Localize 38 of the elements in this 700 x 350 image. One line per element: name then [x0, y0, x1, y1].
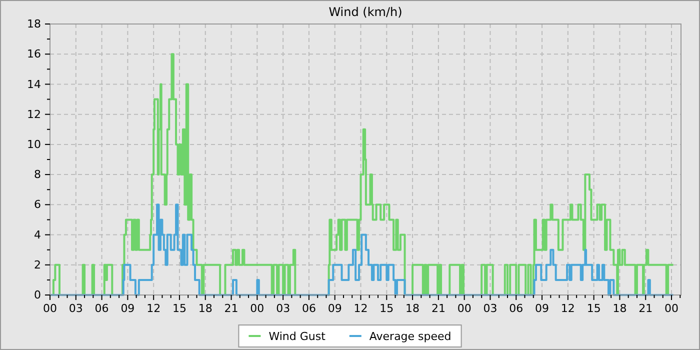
x-tick-label: 18	[612, 302, 627, 315]
y-tick-label: 14	[27, 78, 41, 91]
x-tick-label: 00	[457, 302, 472, 315]
x-tick-label: 03	[483, 302, 498, 315]
chart-title: Wind (km/h)	[328, 5, 402, 19]
x-tick-label: 00	[664, 302, 679, 315]
y-tick-label: 16	[27, 48, 41, 61]
legend-label: Average speed	[369, 330, 452, 343]
x-tick-label: 18	[406, 302, 420, 315]
x-tick-label: 06	[94, 302, 109, 315]
x-tick-label: 06	[302, 302, 316, 315]
x-tick-label: 09	[120, 302, 135, 315]
x-tick-label: 15	[172, 302, 186, 315]
y-tick-label: 18	[27, 18, 41, 31]
x-tick-label: 09	[535, 302, 550, 315]
y-tick-label: 0	[34, 288, 41, 302]
x-tick-label: 21	[431, 302, 446, 315]
x-tick-label: 15	[586, 302, 601, 315]
x-tick-label: 21	[224, 302, 238, 315]
x-tick-label: 09	[328, 302, 342, 315]
y-tick-label: 10	[27, 138, 41, 151]
y-tick-label: 8	[34, 168, 41, 182]
legend-label: Wind Gust	[268, 330, 326, 343]
x-tick-label: 18	[198, 302, 212, 315]
x-tick-label: 12	[354, 302, 368, 315]
x-tick-label: 00	[250, 302, 264, 315]
x-tick-label: 06	[509, 302, 524, 315]
y-tick-label: 6	[34, 198, 41, 212]
y-tick-label: 2	[34, 258, 41, 272]
x-tick-label: 12	[146, 302, 161, 315]
y-tick-label: 12	[27, 108, 41, 121]
y-tick-label: 4	[34, 228, 41, 242]
x-tick-label: 15	[380, 302, 394, 315]
x-tick-label: 21	[638, 302, 653, 315]
x-tick-label: 03	[276, 302, 290, 315]
x-tick-label: 00	[43, 302, 57, 315]
x-tick-label: 12	[560, 302, 575, 315]
x-tick-label: 03	[68, 302, 83, 315]
